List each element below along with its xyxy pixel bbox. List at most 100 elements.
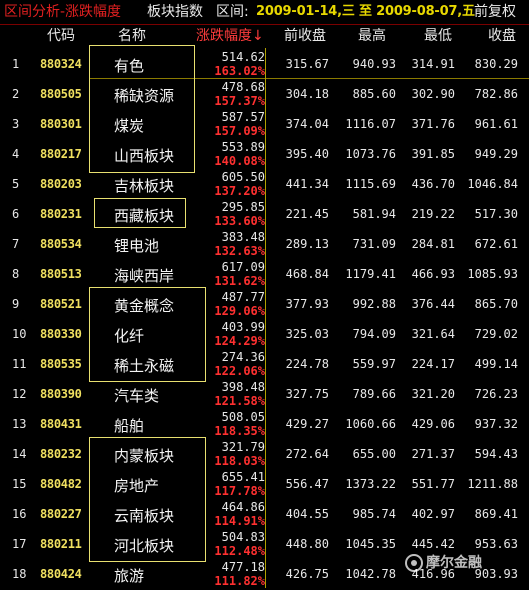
row-close: 729.02 (474, 327, 518, 341)
row-change-pct: 121.58% (214, 394, 265, 408)
row-change: 464.86 (221, 500, 265, 514)
row-prev-close: 395.40 (285, 147, 329, 161)
row-code: 880227 (40, 507, 82, 521)
row-name: 稀土永磁 (114, 357, 175, 375)
row-prev-close: 374.04 (285, 117, 329, 131)
row-low: 466.93 (411, 267, 455, 281)
row-change-pct: 163.02% (214, 64, 265, 78)
adjust-mode[interactable]: 前复权 (474, 4, 516, 20)
row-change-pct: 137.20% (214, 184, 265, 198)
row-change: 508.05 (221, 410, 265, 424)
row-name: 有色 (114, 57, 145, 75)
col-code[interactable]: 代码 (47, 28, 75, 44)
row-prev-close: 221.45 (285, 207, 329, 221)
row-high: 559.97 (352, 357, 396, 371)
row-name: 黄金概念 (114, 297, 175, 315)
table-row[interactable]: 11 880535 稀土永磁 274.36 122.06% 224.78 559.97 224… (0, 350, 529, 380)
table-row[interactable]: 7 880534 锂电池 383.48 132.63% 289.13 731.09 284.8… (0, 230, 529, 260)
row-low: 271.37 (411, 447, 455, 461)
col-high[interactable]: 最高 (358, 28, 386, 44)
row-change-pct: 124.29% (214, 334, 265, 348)
row-code: 880535 (40, 357, 82, 371)
col-low[interactable]: 最低 (424, 28, 452, 44)
range-label: 区间: (216, 4, 249, 20)
row-close: 830.29 (474, 57, 518, 71)
row-low: 376.44 (411, 297, 455, 311)
row-high: 1060.66 (345, 417, 396, 431)
col-change[interactable]: 涨跌幅度↓ (196, 28, 264, 44)
table-row[interactable]: 4 880217 山西板块 553.89 140.08% 395.40 1073.76 391… (0, 140, 529, 170)
row-code: 880330 (40, 327, 82, 341)
row-close: 782.86 (474, 87, 518, 101)
table-row[interactable]: 16 880227 云南板块 464.86 114.91% 404.55 985.74 402… (0, 500, 529, 530)
highlight-box (89, 437, 206, 562)
col-close[interactable]: 收盘 (488, 28, 516, 44)
table-row[interactable]: 5 880203 吉林板块 605.50 137.20% 441.34 1115.69 436… (0, 170, 529, 200)
row-close: 903.93 (474, 567, 518, 581)
col-name[interactable]: 名称 (118, 28, 146, 44)
row-code: 880211 (40, 537, 82, 551)
row-high: 789.66 (352, 387, 396, 401)
row-name: 船舶 (114, 417, 145, 435)
row-high: 1045.35 (345, 537, 396, 551)
row-name: 房地产 (114, 477, 160, 495)
row-code: 880513 (40, 267, 82, 281)
row-close: 517.30 (474, 207, 518, 221)
row-index: 16 (12, 507, 27, 521)
row-change: 321.79 (221, 440, 265, 454)
row-index: 12 (12, 387, 27, 401)
row-name: 内蒙板块 (114, 447, 175, 465)
table-row[interactable]: 14 880232 内蒙板块 321.79 118.03% 272.64 655.00 271… (0, 440, 529, 470)
row-code: 880505 (40, 87, 82, 101)
sector-label[interactable]: 板块指数 (147, 4, 203, 20)
row-change: 274.36 (221, 350, 265, 364)
table-row[interactable]: 9 880521 黄金概念 487.77 129.06% 377.93 992.88 376.… (0, 290, 529, 320)
table-row[interactable]: 3 880301 煤炭 587.57 157.09% 374.04 1116.07 371.7… (0, 110, 529, 140)
row-name: 旅游 (114, 567, 145, 585)
row-high: 940.93 (352, 57, 396, 71)
table-header: 代码 名称 涨跌幅度↓ 前收盘 最高 最低 收盘 (0, 25, 529, 47)
row-index: 17 (12, 537, 27, 551)
row-change-pct: 133.60% (214, 214, 265, 228)
table-row[interactable]: 12 880390 汽车类 398.48 121.58% 327.75 789.66 321.… (0, 380, 529, 410)
row-name: 化纤 (114, 327, 145, 345)
row-change-pct: 111.82% (214, 574, 265, 588)
row-high: 794.09 (352, 327, 396, 341)
row-code: 880534 (40, 237, 82, 251)
table-row[interactable]: 18 880424 旅游 477.18 111.82% 426.75 1042.78 416.… (0, 560, 529, 590)
row-change-pct: 132.63% (214, 244, 265, 258)
row-code: 880217 (40, 147, 82, 161)
row-change: 504.83 (221, 530, 265, 544)
table-row[interactable]: 13 880431 船舶 508.05 118.35% 429.27 1060.66 429.… (0, 410, 529, 440)
row-name: 锂电池 (114, 237, 160, 255)
row-name: 山西板块 (114, 147, 175, 165)
table-row[interactable]: 8 880513 海峡西岸 617.09 131.62% 468.84 1179.41 466… (0, 260, 529, 290)
row-low: 302.90 (411, 87, 455, 101)
row-index: 14 (12, 447, 27, 461)
row-index: 11 (12, 357, 27, 371)
col-prev-close[interactable]: 前收盘 (284, 28, 326, 44)
row-high: 581.94 (352, 207, 396, 221)
row-change-pct: 112.48% (214, 544, 265, 558)
table-row[interactable]: 6 880231 西藏板块 295.85 133.60% 221.45 581.94 219.… (0, 200, 529, 230)
row-close: 672.61 (474, 237, 518, 251)
watermark: 摩尔金融 (405, 552, 482, 572)
row-low: 371.76 (411, 117, 455, 131)
row-name: 云南板块 (114, 507, 175, 525)
row-code: 880231 (40, 207, 82, 221)
column-separator (265, 48, 266, 588)
table-row[interactable]: 17 880211 河北板块 504.83 112.48% 448.80 1045.35 44… (0, 530, 529, 560)
table-row[interactable]: 15 880482 房地产 655.41 117.78% 556.47 1373.22 551… (0, 470, 529, 500)
table-row[interactable]: 10 880330 化纤 403.99 124.29% 325.03 794.09 321.6… (0, 320, 529, 350)
date-range[interactable]: 2009-01-14,三 至 2009-08-07,五 (256, 4, 475, 19)
table-row[interactable]: 1 880324 有色 514.62 163.02% 315.67 940.93 314.91… (0, 50, 529, 80)
row-change: 403.99 (221, 320, 265, 334)
row-index: 18 (12, 567, 27, 581)
row-index: 2 (12, 87, 20, 101)
row-change-pct: 157.37% (214, 94, 265, 108)
row-prev-close: 377.93 (285, 297, 329, 311)
row-close: 865.70 (474, 297, 518, 311)
row-high: 1179.41 (345, 267, 396, 281)
table-row[interactable]: 2 880505 稀缺资源 478.68 157.37% 304.18 885.60 302.… (0, 80, 529, 110)
row-name: 河北板块 (114, 537, 175, 555)
